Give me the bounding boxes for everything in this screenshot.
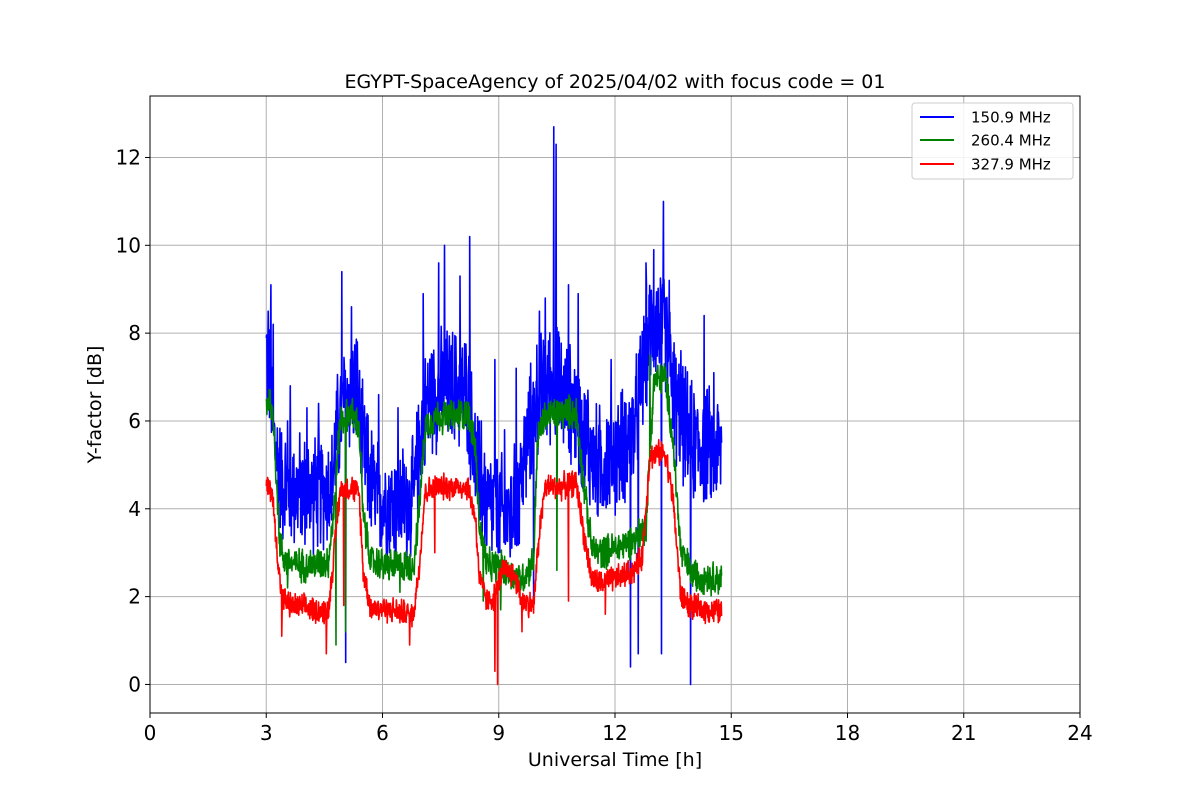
legend-label-150-9: 150.9 MHz bbox=[971, 109, 1051, 127]
x-tick-label: 24 bbox=[1067, 721, 1092, 745]
series-150-9-mhz bbox=[265, 125, 723, 686]
x-tick-label: 21 bbox=[951, 721, 976, 745]
plot-frame bbox=[149, 95, 1081, 714]
y-tick-label: 4 bbox=[128, 497, 141, 521]
y-axis-label: Y-factor [dB] bbox=[84, 346, 106, 465]
y-axis-ticks: 0 2 4 6 8 10 12 bbox=[116, 145, 150, 696]
y-tick-label: 2 bbox=[128, 585, 141, 609]
x-axis-ticks: 0 3 6 9 12 15 18 21 24 bbox=[144, 713, 1093, 745]
series-260-4-mhz bbox=[265, 354, 723, 646]
legend-box bbox=[911, 102, 1074, 180]
x-tick-label: 18 bbox=[835, 721, 860, 745]
x-tick-label: 12 bbox=[602, 721, 627, 745]
x-tick-label: 15 bbox=[719, 721, 744, 745]
chart-title: EGYPT-SpaceAgency of 2025/04/02 with foc… bbox=[345, 71, 886, 93]
x-tick-label: 9 bbox=[492, 721, 505, 745]
legend: 150.9 MHz 260.4 MHz 327.9 MHz bbox=[911, 102, 1074, 180]
y-tick-label: 12 bbox=[116, 145, 141, 169]
legend-label-260-4: 260.4 MHz bbox=[971, 132, 1051, 150]
y-tick-label: 8 bbox=[128, 321, 141, 345]
legend-label-327-9: 327.9 MHz bbox=[971, 156, 1051, 174]
x-tick-label: 0 bbox=[144, 721, 157, 745]
x-axis-label: Universal Time [h] bbox=[528, 749, 702, 771]
series-327-9-mhz bbox=[265, 438, 723, 686]
series-layer bbox=[265, 125, 723, 686]
y-tick-label: 6 bbox=[128, 409, 141, 433]
x-tick-label: 3 bbox=[260, 721, 273, 745]
y-tick-label: 0 bbox=[128, 672, 141, 696]
y-tick-label: 10 bbox=[116, 233, 141, 257]
x-tick-label: 6 bbox=[376, 721, 389, 745]
